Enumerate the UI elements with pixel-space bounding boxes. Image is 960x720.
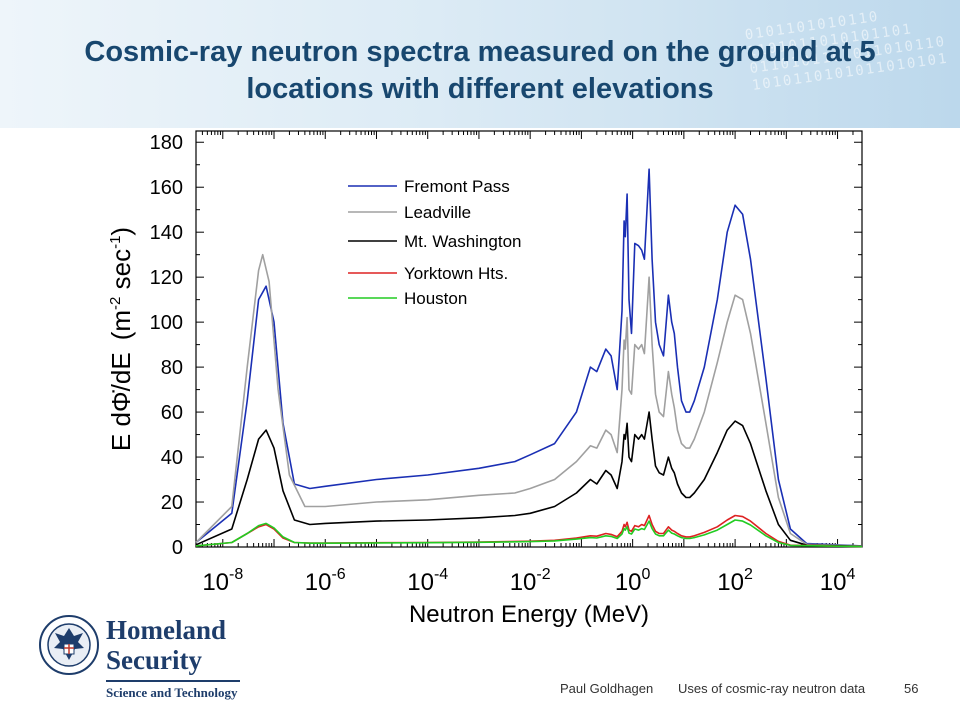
x-tick-label: 104 (820, 566, 856, 596)
x-tick-base: 10 (202, 569, 229, 596)
x-tick-exponent: 0 (642, 566, 651, 583)
x-tick-base: 10 (305, 569, 332, 596)
legend-label: Mt. Washington (404, 232, 521, 251)
y-axis-ticks: 0 20 40 60 80 100 120 140 160 180 (150, 132, 862, 559)
series-lines (195, 168, 863, 548)
y-tick-label: 40 (161, 447, 183, 469)
y-tick-label: 160 (150, 177, 183, 199)
y-tick-label: 20 (161, 492, 183, 514)
x-tick-base: 10 (510, 569, 537, 596)
x-tick-label: 10-6 (305, 566, 346, 596)
dhs-logo: Homeland Security Science and Technology (38, 614, 248, 710)
y-label-unit-exp1: -2 (107, 297, 124, 310)
legend-label: Yorktown Hts. (404, 264, 508, 283)
y-label-symbol: Φ̇ (106, 389, 136, 412)
legend: Fremont Pass Leadville Mt. Washington Yo… (348, 177, 521, 308)
footer-author: Paul Goldhagen (560, 681, 654, 696)
y-tick-label: 180 (150, 132, 183, 154)
y-tick-label: 60 (161, 402, 183, 424)
brand-tagline: Science and Technology (106, 685, 238, 700)
y-tick-label: 140 (150, 222, 183, 244)
x-tick-exponent: -2 (536, 566, 550, 583)
x-tick-base: 10 (820, 569, 847, 596)
y-tick-label: 100 (150, 312, 183, 334)
series-line (195, 519, 863, 548)
y-tick-label: 120 (150, 267, 183, 289)
series-line (195, 253, 863, 547)
series-line (195, 168, 863, 547)
y-tick-label: 0 (172, 537, 183, 559)
y-label-unit-exp2: -1 (107, 236, 124, 249)
slide-title: Cosmic-ray neutron spectra measured on t… (84, 36, 876, 105)
x-tick-label: 100 (615, 566, 651, 596)
x-tick-exponent: -8 (229, 566, 243, 583)
brand-name-line2: Security (106, 645, 202, 675)
x-tick-base: 10 (407, 569, 434, 596)
x-tick-label: 10-2 (510, 566, 551, 596)
x-tick-exponent: 4 (846, 566, 855, 583)
legend-label: Houston (404, 289, 467, 308)
y-axis-label: E dΦ̇/dE (m-2 sec-1) (106, 227, 136, 451)
x-tick-exponent: 2 (744, 566, 753, 583)
x-axis-label: Neutron Energy (MeV) (409, 601, 649, 628)
y-label-unit-open: (m (106, 310, 136, 340)
dhs-seal-icon (39, 615, 99, 675)
x-axis-ticks: 10-8 10-6 10-4 10-2 100 102 104 (195, 131, 863, 596)
x-tick-base: 10 (615, 569, 642, 596)
y-tick-label: 80 (161, 357, 183, 379)
title-banner: 0101101010110 1101011010101101 011010110… (0, 0, 960, 128)
brand-divider (106, 680, 240, 682)
x-tick-exponent: -6 (331, 566, 345, 583)
plot-frame (195, 130, 863, 548)
series-line (195, 411, 863, 548)
x-tick-label: 102 (717, 566, 753, 596)
page-number: 56 (904, 681, 919, 696)
x-tick-label: 10-8 (202, 566, 243, 596)
x-tick-exponent: -4 (434, 566, 448, 583)
legend-label: Leadville (404, 203, 471, 222)
y-label-unit-close: ) (106, 227, 136, 236)
footer-title: Uses of cosmic-ray neutron data (678, 681, 866, 696)
x-tick-base: 10 (717, 569, 744, 596)
y-label-tail: /dE (106, 352, 136, 391)
y-label-main: E d (106, 412, 136, 451)
legend-label: Fremont Pass (404, 177, 510, 196)
brand-name-line1: Homeland (106, 615, 227, 645)
y-label-unit-mid: sec (106, 249, 136, 297)
x-tick-label: 10-4 (407, 566, 448, 596)
